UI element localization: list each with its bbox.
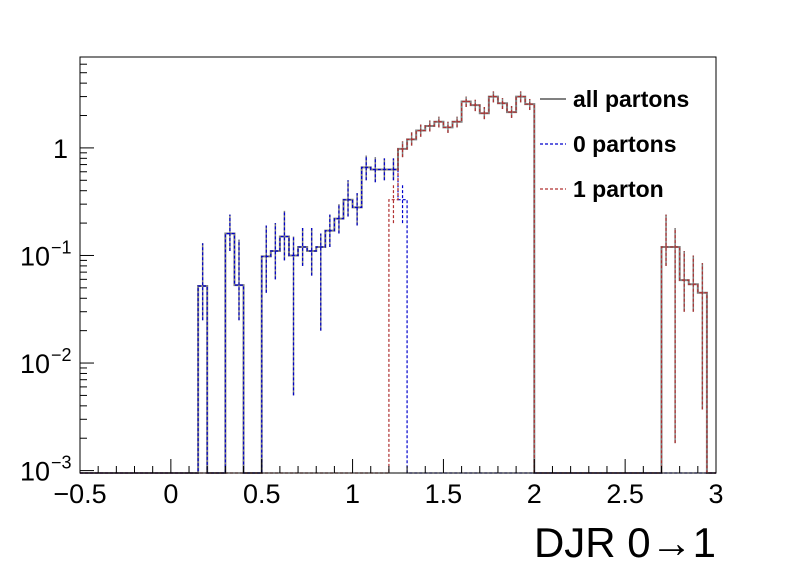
legend-item: all partons	[540, 86, 689, 112]
x-axis-label: DJR 0→1	[534, 519, 716, 566]
y-tick-exponent: −3	[51, 453, 72, 473]
x-tick-label: 0.5	[243, 479, 281, 509]
y-tick-exponent: −1	[51, 237, 72, 257]
plot-frame	[79, 56, 717, 474]
legend-label: 1 parton	[573, 176, 664, 202]
legend-item: 1 parton	[540, 176, 664, 202]
x-tick-label: 1.5	[425, 479, 463, 509]
x-tick-label: 3	[708, 479, 723, 509]
x-tick-label: 2	[527, 479, 542, 509]
y-tick-exponent: −2	[51, 345, 72, 365]
x-tick-label: 0	[163, 479, 178, 509]
y-tick-label: 10	[20, 241, 50, 271]
y-tick-label: 10	[20, 457, 50, 487]
legend: all partons 0 partons 1 parton	[540, 86, 689, 202]
legend-label: all partons	[573, 86, 689, 112]
legend-item: 0 partons	[540, 131, 677, 157]
x-tick-label: 2.5	[606, 479, 644, 509]
legend-label: 0 partons	[573, 131, 677, 157]
x-tick-label: 1	[345, 479, 360, 509]
axis-layer: −0.5 0 0.5 1 1.5 2 2.5 310 −310 −210 −11	[20, 56, 724, 509]
x-tick-label: −0.5	[53, 479, 106, 509]
y-tick-label: 10	[20, 349, 50, 379]
y-tick-label: 1	[53, 134, 68, 164]
